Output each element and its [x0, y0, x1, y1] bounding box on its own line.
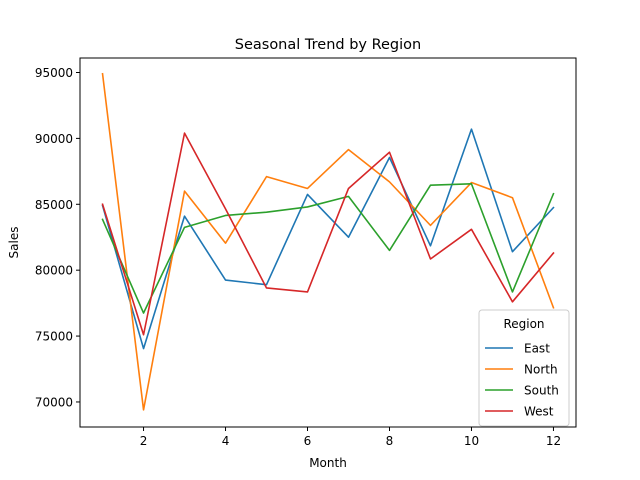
legend-label-north: North [524, 363, 558, 377]
y-tick-label: 95000 [35, 66, 73, 80]
y-tick-label: 85000 [35, 198, 73, 212]
x-tick-label: 4 [222, 434, 230, 448]
legend-label-east: East [524, 342, 550, 356]
x-tick-label: 6 [304, 434, 312, 448]
x-tick-label: 12 [546, 434, 561, 448]
series-line-west [101, 132, 555, 336]
x-tick-label: 10 [464, 434, 479, 448]
y-tick-label: 90000 [35, 132, 73, 146]
series-line-north [101, 72, 555, 411]
x-tick-label: 8 [386, 434, 394, 448]
series-line-east [101, 128, 555, 350]
legend [478, 309, 570, 427]
y-tick-label: 80000 [35, 264, 73, 278]
legend-label-south: South [524, 384, 559, 398]
legend-title: Region [503, 317, 544, 331]
x-tick-label: 2 [140, 434, 148, 448]
series-line-south [101, 183, 555, 314]
y-tick-label: 75000 [35, 330, 73, 344]
y-tick-label: 70000 [35, 395, 73, 409]
legend-label-west: West [524, 405, 554, 419]
chart-title: Seasonal Trend by Region [235, 37, 421, 53]
y-axis-title: Sales [7, 227, 21, 259]
plot-frame [79, 57, 577, 428]
x-axis-title: Month [309, 456, 347, 470]
